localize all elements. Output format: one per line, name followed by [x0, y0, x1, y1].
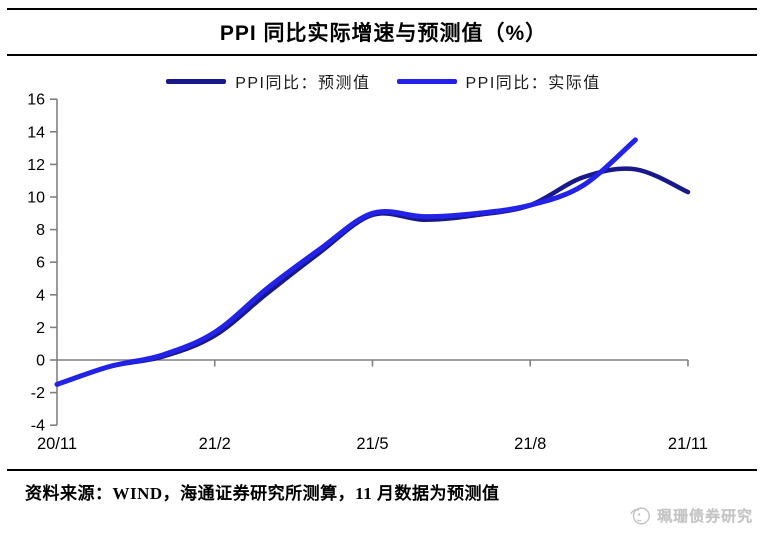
actual-line-swatch [396, 78, 457, 84]
chart-legend: PPI同比：预测值 PPI同比：实际值 [0, 70, 767, 92]
source-note: 资料来源：WIND，海通证券研究所测算，11 月数据为预测值 [25, 484, 500, 503]
footer-divider [7, 469, 757, 471]
y-tick-label: 16 [27, 92, 45, 109]
x-tick-label: 21/11 [668, 435, 708, 453]
top-divider [7, 8, 757, 10]
legend-label-actual: PPI同比：实际值 [465, 75, 601, 92]
watermark-text: 珮珊债券研究 [656, 507, 753, 525]
legend-item-actual: PPI同比：实际值 [396, 69, 601, 93]
y-tick-label: 10 [27, 190, 45, 207]
actual-line [54, 137, 638, 387]
legend-item-forecast: PPI同比：预测值 [166, 69, 370, 93]
forecast-line [54, 166, 691, 387]
y-tick-label: -4 [31, 418, 45, 435]
y-tick-label: 8 [36, 222, 45, 239]
title-divider [7, 54, 757, 56]
mascot-face-icon [630, 507, 650, 525]
y-tick-label: 4 [36, 287, 45, 304]
x-tick-label: 21/5 [356, 435, 388, 453]
y-tick-label: 6 [36, 255, 45, 272]
watermark: 珮珊债券研究 [628, 503, 753, 527]
legend-label-forecast: PPI同比：预测值 [235, 75, 371, 92]
y-tick-label: 2 [36, 320, 45, 337]
y-tick-label: 0 [36, 353, 45, 370]
y-tick-label: 14 [27, 124, 45, 141]
chart-title: PPI 同比实际增速与预测值（%） [219, 22, 548, 45]
x-tick-label: 20/11 [37, 435, 77, 453]
y-tick-label: 12 [27, 157, 45, 174]
forecast-line-swatch [166, 78, 227, 84]
y-tick-label: -2 [31, 385, 45, 402]
x-tick-label: 21/8 [514, 435, 546, 453]
x-tick-label: 21/2 [199, 435, 231, 453]
